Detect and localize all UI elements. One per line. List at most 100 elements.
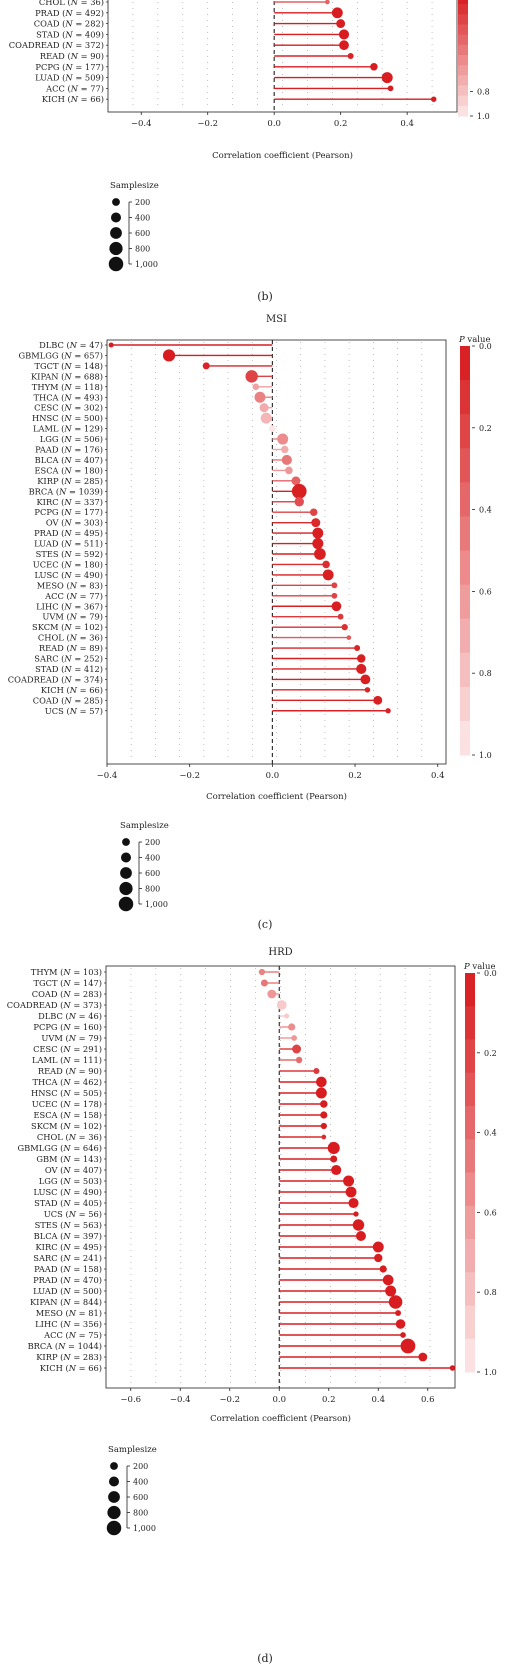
y-tick-label: CESC (N = 291) [33,1044,102,1054]
pvalue-title: P value [458,335,491,345]
lollipop-point [347,52,354,60]
lollipop-point [331,7,343,19]
samplesize-dot [108,1491,120,1503]
y-tick-label: OV (N = 407) [45,1165,102,1175]
lollipop-point [352,1219,365,1231]
pvalue-colorbar-segment [460,584,470,620]
lollipop-point [372,1241,384,1253]
lollipop-point [294,497,304,507]
lollipop-point [331,592,338,599]
lollipop-point [449,1365,456,1371]
y-tick-label: THYM (N = 118) [32,382,103,392]
lollipop-point [395,1319,406,1329]
lollipop-point [395,1310,401,1316]
lollipop-point [322,560,330,569]
samplesize-dot [119,881,133,896]
y-tick-label: LGG (N = 506) [40,434,103,444]
x-tick-label: −0.6 [120,1395,141,1405]
samplesize-label: 400 [135,214,150,223]
y-tick-label: UCS (N = 56) [44,1209,102,1219]
pvalue-colorbar-segment [458,95,468,107]
lollipop-point [311,518,321,528]
y-tick-label: ACC (N = 77) [44,591,103,601]
y-tick-label: MESO (N = 83) [37,580,103,590]
lollipop-point [316,1076,327,1088]
y-tick-label: OV (N = 303) [46,518,103,528]
pvalue-colorbar-segment [465,1205,475,1240]
y-tick-label: THCA (N = 462) [32,1077,102,1087]
y-tick-label: STAD (N = 409) [36,29,104,39]
pvalue-colorbar-segment [465,1039,475,1074]
lollipop-point [267,989,277,999]
y-tick-label: CHOL (N = 36) [38,633,103,643]
y-tick-label: HNSC (N = 505) [31,1088,102,1098]
lollipop-point [331,582,338,589]
y-tick-label: PAAD (N = 176) [35,445,103,455]
samplesize-label: 800 [145,885,160,894]
samplesize-label: 200 [145,838,160,847]
samplesize-dot [110,212,122,223]
samplesize-dot [108,256,124,272]
x-tick-label: 0.2 [322,1395,336,1405]
samplesize-dot [118,896,134,912]
x-tick-label: 0.4 [400,119,414,129]
lollipop-point [331,601,342,612]
lollipop-point [336,19,346,29]
samplesize-dot [110,227,122,239]
lollipop-point [353,1211,359,1217]
y-tick-label: THYM (N = 103) [31,967,102,977]
lollipop-point [284,1013,290,1019]
lollipop-point [348,1197,359,1209]
lollipop-point [295,1056,303,1064]
pvalue-tick-label: 1.0 [484,1368,497,1377]
y-tick-label: UCS (N = 57) [45,706,103,716]
samplesize-label: 200 [135,198,150,207]
samplesize-label: 400 [133,1478,148,1487]
x-tick-label: 0.2 [334,119,348,129]
y-tick-label: ESCA (N = 158) [33,1110,102,1120]
lollipop-point [327,1141,340,1155]
lollipop-point [281,445,289,454]
pvalue-colorbar-segment [460,686,470,722]
lollipop-point [322,569,334,581]
y-tick-label: PRAD (N = 495) [34,528,103,538]
samplesize-label: 800 [135,245,150,254]
x-axis-label: Correlation coefficient (Pearson) [210,1413,351,1424]
y-tick-label: LUAD (N = 500) [33,1286,102,1296]
y-tick-label: CHOL (N = 36) [39,0,104,7]
y-tick-label: LUSC (N = 490) [33,1187,102,1197]
pvalue-colorbar-segment [465,1106,475,1140]
y-tick-label: SKCM (N = 102) [31,1121,102,1131]
pvalue-colorbar-segment [458,24,468,36]
lollipop-point [331,1164,342,1176]
y-tick-label: COADREAD (N = 373) [7,1000,102,1010]
x-axis-label: Correlation coefficient (Pearson) [206,791,347,802]
pvalue-tick-label: 0.2 [479,424,492,433]
lollipop-point [339,40,349,51]
pvalue-colorbar-segment [458,34,468,46]
pvalue-colorbar-segment [458,44,468,56]
samplesize-label: 400 [145,854,160,863]
x-axis-label: Correlation coefficient (Pearson) [212,150,353,161]
x-tick-label: −0.2 [219,1395,240,1405]
pvalue-colorbar-segment [465,1338,475,1373]
y-tick-label: MESO (N = 81) [36,1308,102,1318]
lollipop-point [254,391,266,403]
samplesize-dot [110,1462,118,1470]
y-tick-label: READ (N = 90) [38,1066,102,1076]
pvalue-tick-label: 0.8 [477,88,490,97]
pvalue-tick-label: 1.0 [479,751,492,760]
pvalue-colorbar-segment [458,65,468,76]
lollipop-point [320,1111,328,1119]
y-tick-label: LUAD (N = 511) [34,539,103,549]
y-tick-label: LAML (N = 111) [32,1055,102,1065]
pvalue-colorbar-segment [458,85,468,97]
y-tick-label: READ (N = 90) [40,51,104,61]
lollipop-point [364,687,371,693]
x-tick-label: 0.4 [372,1395,386,1405]
y-tick-label: LUAD (N = 509) [35,73,104,83]
plot-frame [105,965,456,1389]
lollipop-point [288,1023,296,1031]
lollipop-point [291,476,301,486]
